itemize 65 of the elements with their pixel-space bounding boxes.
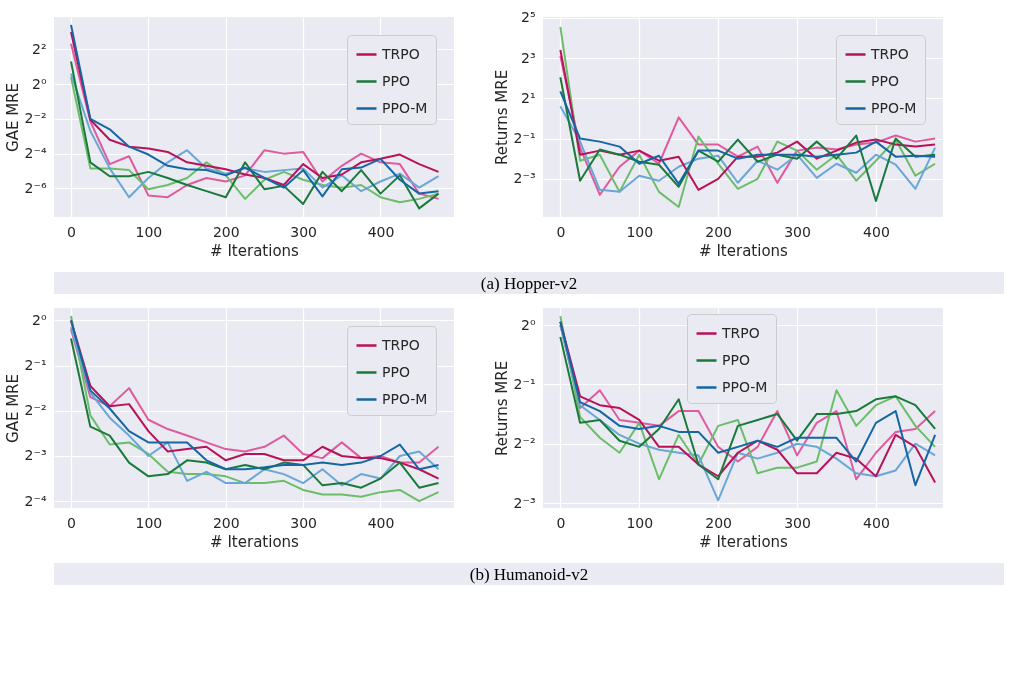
y-tick-label: 2⁻⁴ (24, 492, 47, 509)
x-tick-label: 300 (290, 223, 317, 240)
legend-label: PPO-M (722, 378, 768, 395)
legend-label: PPO (722, 351, 750, 368)
y-tick-label: 2⁰ (31, 311, 47, 328)
y-axis-title: Returns MRE (492, 69, 511, 166)
x-tick-label: 0 (556, 223, 566, 240)
legend-label: PPO-M (382, 99, 428, 116)
x-tick-label: 0 (67, 514, 76, 531)
x-tick-label: 0 (556, 514, 566, 531)
y-tick-label: 2⁻⁴ (24, 145, 47, 162)
y-tick-label: 2³ (520, 49, 536, 66)
line-series (559, 90, 937, 185)
legend-label: TRPO (381, 336, 420, 353)
y-tick-label: 2¹ (520, 89, 536, 106)
text: (b) Humanoid-v2 (469, 565, 589, 584)
x-axis-title: # Iterations (210, 532, 300, 551)
line-series (559, 76, 937, 202)
y-axis-title: GAE MRE (3, 83, 22, 152)
x-tick-label: 400 (367, 514, 395, 531)
y-tick-label: 2⁰ (520, 316, 536, 333)
x-tick-label: 100 (135, 223, 163, 240)
x-tick-label: 100 (135, 514, 163, 531)
x-tick-label: 300 (784, 223, 811, 240)
x-tick-label: 200 (705, 223, 733, 240)
y-tick-label: 2⁻³ (513, 494, 536, 511)
y-tick-label: 2⁻² (513, 435, 536, 452)
x-tick-label: 200 (705, 514, 733, 531)
x-tick-label: 300 (290, 514, 317, 531)
line-series (559, 25, 937, 208)
legend-label: TRPO (721, 324, 760, 341)
y-tick-label: 2⁻³ (513, 170, 536, 187)
y-tick-label: 2⁻² (24, 402, 47, 419)
x-tick-label: 100 (626, 514, 654, 531)
x-tick-label: 100 (626, 223, 654, 240)
legend-label: PPO-M (382, 390, 428, 407)
y-tick-label: 2⁵ (520, 9, 536, 26)
x-axis-title: # Iterations (699, 241, 789, 260)
x-tick-label: 400 (863, 514, 890, 531)
line-series (559, 105, 937, 193)
legend-label: TRPO (381, 45, 420, 62)
y-tick-label: 2⁻³ (24, 447, 47, 464)
legend-label: TRPO (870, 45, 909, 62)
x-tick-label: 300 (784, 514, 811, 531)
y-tick-label: 2⁻¹ (24, 357, 47, 374)
y-tick-label: 2⁻¹ (513, 375, 536, 392)
y-axis-title: GAE MRE (3, 374, 22, 443)
y-tick-label: 2⁻² (24, 110, 47, 127)
x-tick-label: 400 (863, 223, 890, 240)
x-tick-label: 400 (367, 223, 395, 240)
x-axis-title: # Iterations (699, 532, 789, 551)
y-axis-title: Returns MRE (492, 360, 511, 457)
y-tick-label: 2⁻⁶ (24, 179, 47, 196)
x-tick-label: 0 (67, 223, 76, 240)
y-tick-label: 2⁰ (31, 75, 47, 92)
legend-label: PPO-M (871, 99, 917, 116)
y-tick-label: 2² (31, 40, 47, 57)
x-axis-title: # Iterations (210, 241, 300, 260)
x-tick-label: 200 (212, 514, 240, 531)
legend-label: PPO (382, 72, 410, 89)
y-tick-label: 2⁻¹ (513, 130, 536, 147)
legend-label: PPO (871, 72, 899, 89)
text: (a) Hopper-v2 (480, 274, 578, 293)
legend-label: PPO (382, 363, 410, 380)
x-tick-label: 200 (212, 223, 240, 240)
